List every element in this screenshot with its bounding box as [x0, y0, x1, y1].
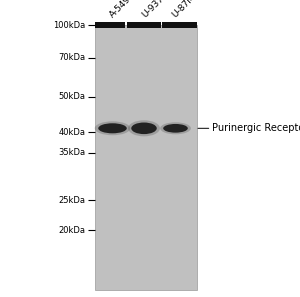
- Text: Purinergic Receptor P2Y6: Purinergic Receptor P2Y6: [198, 123, 300, 133]
- Text: A-549: A-549: [108, 0, 133, 19]
- Text: 40kDa: 40kDa: [58, 128, 85, 137]
- Ellipse shape: [128, 120, 160, 136]
- Bar: [94, 22, 125, 28]
- Bar: [94, 25, 196, 290]
- Ellipse shape: [163, 124, 188, 133]
- Ellipse shape: [95, 121, 130, 135]
- Text: 100kDa: 100kDa: [53, 21, 86, 30]
- Ellipse shape: [98, 123, 127, 133]
- Text: 70kDa: 70kDa: [58, 53, 85, 62]
- Ellipse shape: [131, 122, 157, 134]
- Text: 20kDa: 20kDa: [58, 226, 85, 235]
- Ellipse shape: [160, 122, 191, 134]
- Bar: [162, 22, 196, 28]
- Bar: [127, 22, 160, 28]
- Text: 35kDa: 35kDa: [58, 148, 85, 157]
- Text: U-87MG: U-87MG: [171, 0, 203, 19]
- Text: 25kDa: 25kDa: [58, 196, 85, 205]
- Text: 50kDa: 50kDa: [58, 92, 85, 101]
- Text: U-937: U-937: [140, 0, 166, 19]
